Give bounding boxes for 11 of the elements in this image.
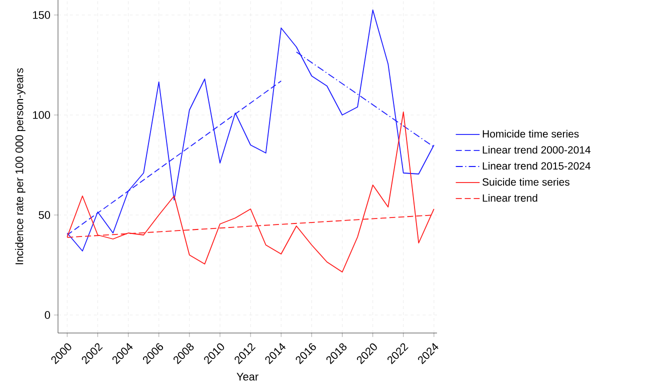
legend-label: Linear trend xyxy=(482,194,538,202)
y-axis-title: Incidence rate per 100 000 person-years xyxy=(15,68,26,264)
legend-label: Homicide time series xyxy=(482,130,579,138)
y-tick-label: 100 xyxy=(33,111,50,119)
legend-label: Linear trend 2000-2014 xyxy=(482,146,590,154)
y-tick-label: 150 xyxy=(33,11,50,19)
x-axis-title: Year xyxy=(236,372,258,381)
legend-label: Linear trend 2015-2024 xyxy=(482,162,590,170)
y-tick-label: 0 xyxy=(44,311,50,319)
legend-label: Suicide time series xyxy=(482,178,570,186)
y-tick-label: 50 xyxy=(38,211,50,219)
